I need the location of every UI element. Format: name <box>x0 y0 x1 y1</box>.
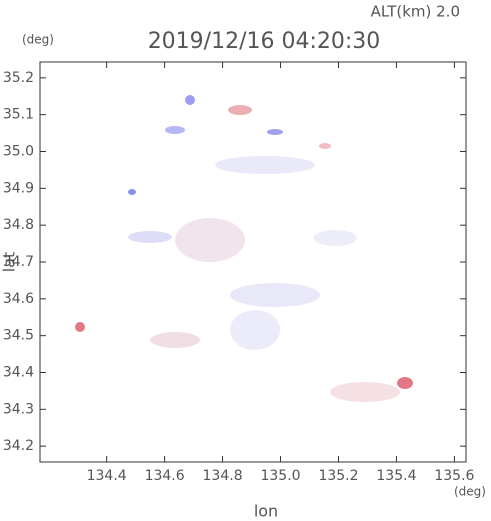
y-tick-label: 34.7 <box>3 254 34 270</box>
x-tick-label: 134.8 <box>203 468 243 484</box>
y-tick-label: 34.6 <box>3 291 34 307</box>
radar-echoes <box>75 95 413 402</box>
x-tick-label: 135.4 <box>376 468 416 484</box>
x-axis-label: lon <box>254 502 278 521</box>
y-tick-label: 34.5 <box>3 328 34 344</box>
y-tick-label: 34.2 <box>3 438 34 454</box>
y-axis-label: lat <box>0 252 19 273</box>
x-tick-label: 134.6 <box>145 468 185 484</box>
x-tick-label: 135.6 <box>434 468 474 484</box>
x-tick-label: 135.2 <box>318 468 358 484</box>
x-tick-label: 134.4 <box>87 468 127 484</box>
y-tick-label: 35.2 <box>3 70 34 86</box>
subtitle: ALT(km) 2.0 <box>371 3 460 21</box>
y-tick-label: 34.3 <box>3 401 34 417</box>
chart-title: 2019/12/16 04:20:30 <box>148 29 381 54</box>
y-tick-label: 34.9 <box>3 180 34 196</box>
y-tick-label: 34.8 <box>3 217 34 233</box>
y-tick-label: 35.1 <box>3 107 34 123</box>
plot-frame <box>39 61 467 463</box>
y-tick-label: 35.0 <box>3 144 34 160</box>
y-tick-label: 34.4 <box>3 364 34 380</box>
x-unit: (deg) <box>454 485 486 499</box>
x-tick-label: 135.0 <box>260 468 300 484</box>
y-unit: (deg) <box>22 33 54 47</box>
